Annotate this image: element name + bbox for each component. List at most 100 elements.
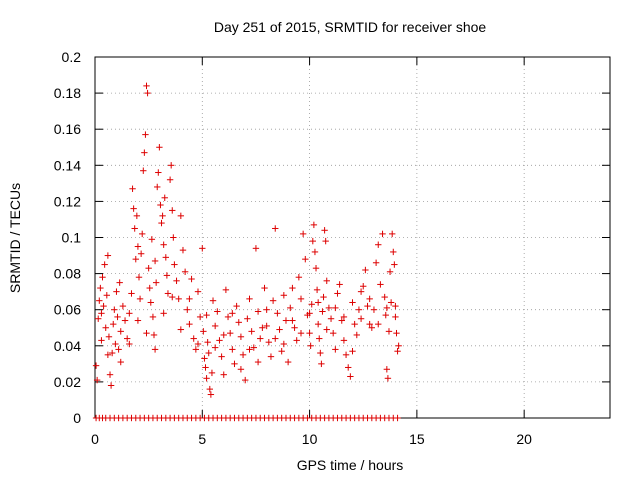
data-point (169, 293, 176, 301)
x-axis-label: GPS time / hours (297, 457, 404, 473)
data-point (329, 329, 337, 337)
data-point (311, 248, 319, 256)
y-tick-label: 0 (73, 410, 81, 426)
data-point (391, 261, 398, 268)
data-point (272, 225, 279, 232)
data-point (131, 225, 138, 232)
data-point (257, 335, 264, 342)
data-point (108, 349, 116, 357)
data-point (135, 274, 143, 281)
data-point (173, 277, 180, 285)
data-point (200, 328, 207, 335)
data-point (282, 317, 290, 324)
data-point (302, 255, 309, 263)
data-point (157, 201, 164, 209)
data-point (375, 320, 382, 328)
data-point (139, 230, 146, 238)
data-point (386, 268, 394, 275)
data-point (274, 310, 281, 317)
data-point (103, 292, 111, 299)
data-point (126, 340, 133, 348)
data-point (204, 338, 211, 346)
data-point (158, 219, 165, 227)
data-point (224, 313, 232, 321)
data-point (267, 353, 275, 360)
data-point (188, 275, 195, 283)
y-tick-label: 0.08 (54, 266, 81, 282)
data-point (263, 306, 270, 313)
data-point (293, 337, 300, 344)
data-point (390, 248, 397, 256)
data-point (393, 329, 400, 337)
data-point (186, 320, 193, 328)
data-point (194, 340, 202, 348)
data-point (385, 328, 393, 335)
data-point (102, 324, 109, 331)
data-point (297, 329, 305, 337)
data-point (314, 320, 322, 328)
data-point (372, 259, 380, 266)
data-point (181, 268, 189, 275)
data-point (171, 261, 178, 268)
data-point (316, 335, 323, 342)
data-point (323, 277, 330, 285)
data-point (151, 257, 159, 265)
data-point (211, 344, 219, 351)
data-point (152, 279, 160, 286)
data-point (126, 310, 133, 317)
data-point (295, 274, 303, 281)
data-point (265, 338, 273, 346)
data-point (111, 306, 118, 313)
data-point (128, 290, 135, 297)
data-point (167, 162, 175, 169)
y-tick-label: 0.02 (54, 374, 81, 390)
data-point (246, 346, 253, 353)
data-point (92, 362, 100, 369)
data-point (177, 326, 185, 333)
data-point (104, 351, 112, 359)
data-point (394, 348, 401, 355)
data-point (312, 264, 320, 272)
data-point (199, 245, 206, 252)
x-tick-label: 5 (198, 431, 206, 447)
data-point (184, 306, 191, 313)
x-tick-label: 10 (302, 431, 318, 447)
data-point (151, 346, 159, 353)
data-point (110, 320, 117, 328)
data-point (98, 310, 105, 317)
data-point (244, 315, 251, 322)
data-point (261, 284, 268, 292)
data-point (280, 340, 288, 348)
x-tick-label: 20 (516, 431, 532, 447)
data-point (362, 266, 369, 274)
data-point (353, 331, 360, 339)
data-point (383, 304, 391, 312)
data-point (154, 183, 161, 191)
y-tick-label: 0.06 (54, 302, 81, 318)
data-point (314, 299, 322, 306)
data-point (263, 322, 270, 330)
data-point (392, 302, 399, 310)
y-axis-label: SRMTID / TECUs (7, 183, 23, 293)
data-point (366, 295, 373, 303)
data-point (307, 342, 314, 349)
data-point (140, 167, 147, 174)
data-point (208, 369, 216, 377)
data-point (156, 144, 163, 151)
data-point (276, 326, 283, 333)
data-point (366, 320, 373, 328)
data-point (239, 351, 247, 359)
data-point (134, 317, 142, 324)
data-point-zero (394, 414, 401, 422)
data-point (299, 230, 307, 238)
data-point (143, 329, 150, 337)
data-point (229, 346, 236, 353)
data-point (289, 284, 296, 292)
x-tick-label: 15 (409, 431, 425, 447)
data-point (144, 89, 151, 97)
data-point (368, 324, 376, 331)
data-point (93, 376, 101, 384)
data-point (327, 315, 335, 322)
data-point (375, 241, 382, 248)
